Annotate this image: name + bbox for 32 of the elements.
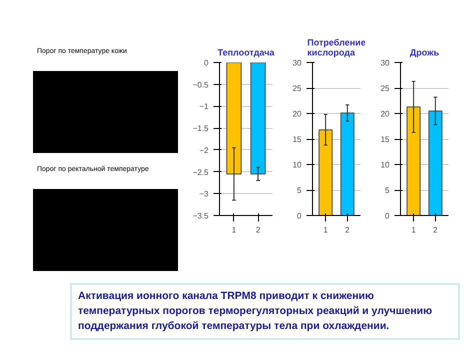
x-tick-label: 2 [433, 226, 438, 234]
x-tick-label: 1 [323, 226, 328, 234]
y-tick-label: 20 [380, 110, 390, 118]
y-tick-label: 20 [292, 110, 302, 118]
y-tick-label: 30 [292, 58, 302, 68]
y-tick-label: 25 [380, 84, 390, 93]
x-tick-label: 1 [232, 226, 237, 234]
y-tick-label: 0 [297, 212, 302, 220]
y-tick-label: −1 [199, 102, 210, 112]
y-tick-label: 10 [292, 160, 302, 170]
y-tick-label: −0.5 [192, 80, 210, 90]
y-tick-label: 15 [380, 135, 390, 144]
y-tick-label: −2.5 [192, 168, 210, 177]
chart-title: Потребление кислорода [307, 38, 366, 58]
y-tick-label: −2 [199, 146, 210, 155]
y-tick-label: 0 [385, 212, 390, 220]
y-tick-label: 5 [297, 186, 302, 195]
y-tick-label: 0 [204, 58, 210, 68]
x-tick-label: 2 [345, 226, 350, 234]
y-tick-label: −3 [199, 190, 210, 199]
y-tick-label: 15 [292, 135, 302, 144]
x-tick-label: 1 [411, 226, 416, 234]
chart-title: Теплоотдача [218, 48, 276, 58]
y-tick-label: −1.5 [192, 124, 210, 134]
y-tick-label: 5 [385, 186, 390, 195]
text: Активация ионного канала TRPM8 приводит к снижению температурных порогов терморегуляторных реакций и улучшению поддержания глубокой температуры тела при охлаждении. [78, 289, 434, 334]
y-tick-label: 25 [292, 84, 302, 93]
y-tick-label: −3.5 [192, 212, 210, 220]
chart-title: Дрожь [410, 48, 440, 58]
y-tick-label: 10 [380, 160, 390, 170]
y-tick-label: 30 [380, 58, 390, 68]
x-tick-label: 2 [256, 226, 261, 234]
